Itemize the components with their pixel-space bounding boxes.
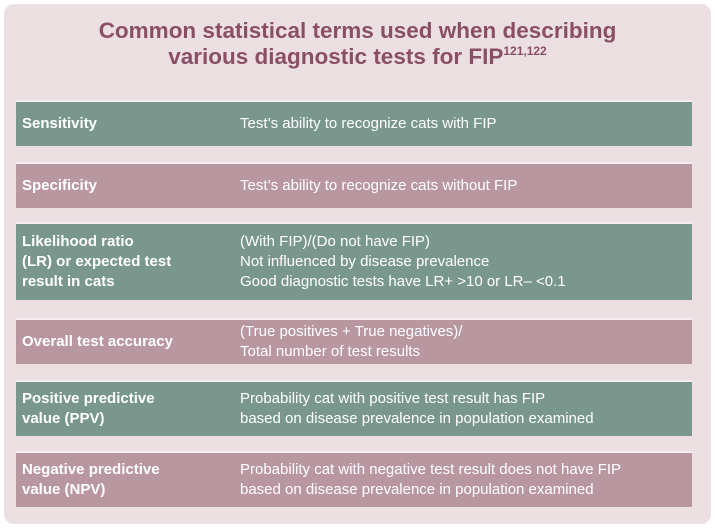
definition-line: Total number of test results — [240, 343, 421, 360]
definition-line: Good diagnostic tests have LR+ >10 or LR… — [240, 273, 566, 290]
term-text: Specificity — [22, 177, 98, 194]
table-title: Common statistical terms used when descr… — [4, 18, 711, 70]
term-cell: Positive predictive value (PPV) — [22, 389, 222, 429]
term-cell: Overall test accuracy — [22, 332, 222, 352]
definition-line: Not influenced by disease prevalence — [240, 253, 490, 270]
table-row-sensitivity: Sensitivity Test’s ability to recognize … — [16, 100, 692, 146]
term-text: Sensitivity — [22, 115, 98, 132]
title-line-2-text: various diagnostic tests for FIP — [168, 44, 504, 69]
definition-line: based on disease prevalence in populatio… — [240, 410, 594, 427]
table-row-specificity: Specificity Test’s ability to recognize … — [16, 162, 692, 208]
definition-line: Test’s ability to recognize cats with FI… — [240, 115, 497, 132]
definition-cell: (With FIP)/(Do not have FIP) Not influen… — [240, 232, 690, 292]
term-text: (LR) or expected test — [22, 253, 172, 270]
term-text: value (NPV) — [22, 481, 106, 498]
definition-line: (With FIP)/(Do not have FIP) — [240, 233, 431, 250]
definition-line: based on disease prevalence in populatio… — [240, 481, 594, 498]
term-cell: Likelihood ratio (LR) or expected test r… — [22, 232, 222, 292]
table-row-overall-accuracy: Overall test accuracy (True positives + … — [16, 318, 692, 364]
definition-cell: Probability cat with positive test resul… — [240, 389, 690, 429]
term-text: Overall test accuracy — [22, 333, 173, 350]
term-cell: Specificity — [22, 176, 222, 196]
term-text: Likelihood ratio — [22, 233, 134, 250]
definition-cell: Test’s ability to recognize cats without… — [240, 176, 690, 196]
term-cell: Sensitivity — [22, 114, 222, 134]
title-line-1: Common statistical terms used when descr… — [98, 18, 617, 43]
definition-cell: Test’s ability to recognize cats with FI… — [240, 114, 690, 134]
table-row-likelihood-ratio: Likelihood ratio (LR) or expected test r… — [16, 222, 692, 300]
definition-line: Test’s ability to recognize cats without… — [240, 177, 518, 194]
term-text: Negative predictive — [22, 461, 160, 478]
table-row-ppv: Positive predictive value (PPV) Probabil… — [16, 380, 692, 436]
title-references: 121,122 — [503, 44, 547, 58]
definition-line: (True positives + True negatives)/ — [240, 323, 463, 340]
term-text: Positive predictive — [22, 390, 155, 407]
definition-cell: (True positives + True negatives)/ Total… — [240, 322, 690, 362]
definition-line: Probability cat with negative test resul… — [240, 461, 622, 478]
definition-line: Probability cat with positive test resul… — [240, 390, 546, 407]
table-row-npv: Negative predictive value (NPV) Probabil… — [16, 451, 692, 507]
definition-cell: Probability cat with negative test resul… — [240, 460, 690, 500]
title-line-2: various diagnostic tests for FIP121,122 — [4, 44, 711, 70]
term-text: value (PPV) — [22, 410, 105, 427]
term-cell: Negative predictive value (NPV) — [22, 460, 222, 500]
term-text: result in cats — [22, 273, 115, 290]
